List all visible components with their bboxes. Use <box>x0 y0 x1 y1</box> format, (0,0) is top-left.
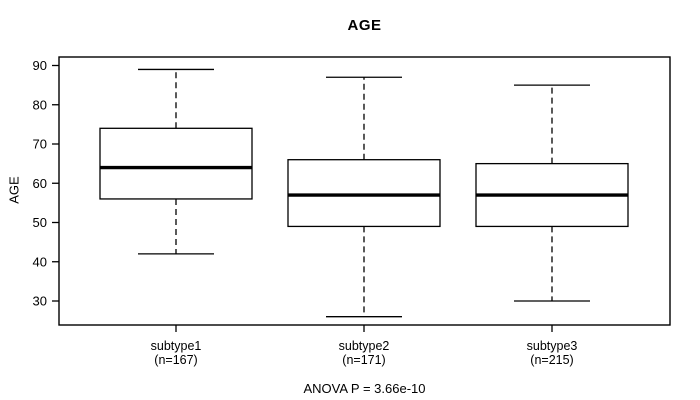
x-sample-size-label: (n=167) <box>154 353 197 367</box>
y-tick-label: 50 <box>33 215 47 230</box>
y-tick-label: 70 <box>33 137 47 152</box>
anova-annotation: ANOVA P = 3.66e-10 <box>303 381 426 396</box>
x-category-label: subtype2 <box>339 339 390 353</box>
y-tick-label: 90 <box>33 58 47 73</box>
x-sample-size-label: (n=215) <box>530 353 573 367</box>
y-tick-label: 30 <box>33 294 47 309</box>
iqr-box-subtype2 <box>287 159 441 228</box>
chart-title: AGE <box>347 17 382 34</box>
y-tick-label: 60 <box>33 176 47 191</box>
x-sample-size-label: (n=171) <box>342 353 385 367</box>
x-category-label: subtype1 <box>151 339 202 353</box>
x-category-label: subtype3 <box>527 339 578 353</box>
y-axis-label: AGE <box>6 176 22 204</box>
y-tick-label: 80 <box>33 97 47 112</box>
iqr-box-subtype1 <box>99 127 253 200</box>
y-tick-label: 40 <box>33 254 47 269</box>
